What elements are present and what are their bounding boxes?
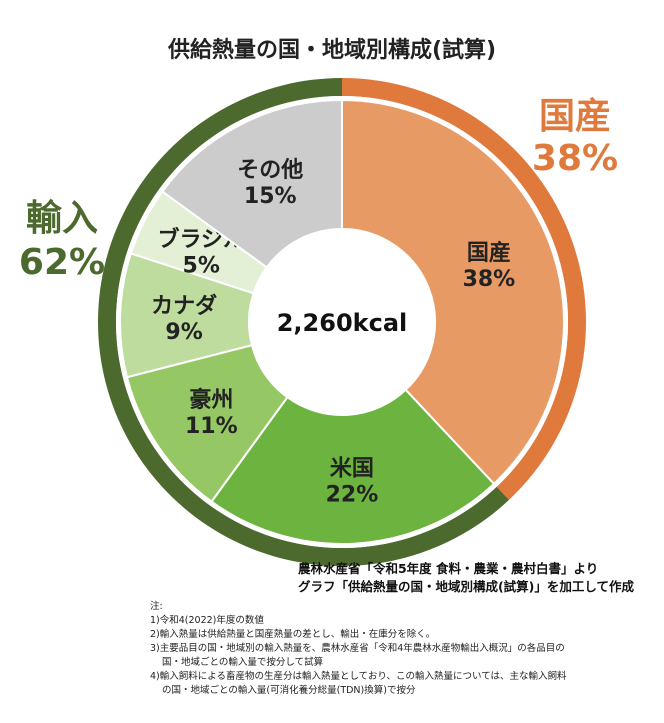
slice-label-0: 国産 [467,240,511,266]
slice-label-1: 米国 [330,457,374,482]
note-3-cont: 国・地域ごとの輸入量で按分して試算 [162,657,324,668]
group-ring-0 [342,78,586,500]
group-ring-1 [97,78,510,566]
slice-value-0: 38% [463,267,516,292]
note-4: 4)輸入飼料による畜産物の生産分は輸入熱量としており、この輸入熱量については、主… [150,671,567,682]
notes-header: 注: [150,601,163,612]
slice-value-1: 22% [326,483,379,508]
group-value-0: 38% [532,138,618,179]
group-label-1: 輸入 [26,198,98,239]
slice-0 [341,98,565,486]
slice-value-2: 11% [185,414,238,439]
source-line-2: グラフ「供給熱量の国・地域別構成(試算)」を加工して作成 [297,579,634,594]
footnotes: 注: 1)令和4(2022)年度の数値 2)輸入熱量は供給熱量と国産熱量の差とし… [150,600,655,698]
slice-label-5: その他 [237,158,303,183]
slice-2 [125,343,289,503]
note-2: 2)輸入熱量は供給熱量と国産熱量の差とし、輸出・在庫分を除く。 [150,629,436,640]
group-value-1: 62% [19,242,105,283]
center-total: 2,260kcal [277,309,408,337]
source-note: 農林水産省「令和5年度 食料・農業・農村白書」より グラフ「供給熱量の国・地域別… [298,560,634,596]
slice-1 [210,388,496,545]
slice-label-3: カナダ [151,293,217,319]
source-line-1: 農林水産省「令和5年度 食料・農業・農村白書」より [297,561,599,576]
note-1: 1)令和4(2022)年度の数値 [150,615,264,626]
slice-value-4: 5% [183,253,220,278]
note-4-cont: の国・地域ごとの輸入量(可消化養分総量(TDN)換算)で按分 [162,685,416,696]
page-title: 供給熱量の国・地域別構成(試算) [167,38,497,63]
group-label-0: 国産 [539,96,611,137]
slice-value-3: 9% [165,320,202,345]
center-hole [250,230,434,414]
slice-value-5: 15% [244,184,297,209]
slice-label-2: 豪州 [189,387,233,413]
slice-5 [161,98,343,269]
note-3: 3)主要品目の国・地域別の輸入熱量を、農林水産省「令和4年農林水産物輸出入概況」… [150,643,565,654]
